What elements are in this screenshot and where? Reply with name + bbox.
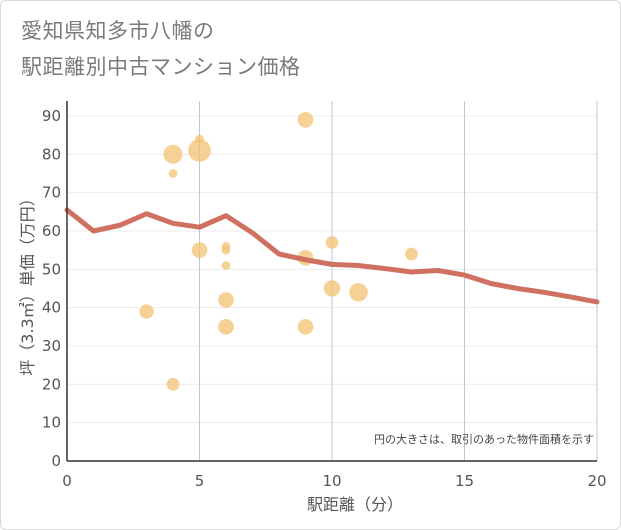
y-tick-label: 40 — [42, 299, 61, 317]
bubble-point — [297, 112, 314, 128]
y-tick-label: 60 — [42, 222, 61, 240]
bubble-point — [191, 242, 208, 258]
trend-line — [64, 207, 600, 305]
y-tick-label: 80 — [42, 145, 61, 163]
trend-line-series — [64, 207, 600, 305]
tick-labels: 0 10 20 30 40 50 60 70 80 90 0 5 10 15 20 — [42, 107, 607, 490]
x-tick-label: 5 — [195, 472, 205, 490]
y-tick-label: 10 — [42, 414, 61, 432]
axes — [66, 101, 597, 462]
bubble-point — [139, 304, 154, 319]
bubble-point — [163, 144, 183, 164]
bubble-point — [325, 236, 339, 249]
y-tick-label: 50 — [42, 260, 61, 278]
y-axis-label: 坪（3.3㎡）単価（万円） — [18, 190, 37, 375]
x-tick-label: 15 — [455, 472, 474, 490]
grid-lines — [67, 101, 598, 461]
y-tick-label: 90 — [42, 107, 61, 125]
bubble-point — [221, 245, 231, 255]
bubble-point — [168, 169, 178, 178]
y-tick-label: 70 — [42, 184, 61, 202]
x-axis-label: 駅距離（分） — [307, 495, 403, 514]
bubble-point — [323, 280, 341, 297]
bubble-point — [297, 319, 314, 335]
y-tick-label: 30 — [42, 337, 61, 355]
x-tick-label: 10 — [322, 472, 341, 490]
bubble-point — [218, 319, 234, 335]
bubble-point — [166, 377, 180, 391]
x-tick-label: 0 — [62, 472, 72, 490]
bubble-size-note: 円の大きさは、取引のあった物件面積を示す — [374, 432, 594, 446]
x-tick-label: 20 — [587, 472, 606, 490]
bubble-point — [218, 292, 234, 308]
bubble-point — [188, 139, 211, 162]
chart-title-line2: 駅距離別中古マンション価格 — [21, 55, 301, 79]
bubble-point — [349, 283, 368, 302]
bubble-point — [221, 261, 231, 270]
y-tick-label: 0 — [51, 452, 61, 470]
chart-title-line1: 愛知県知多市八幡の — [21, 19, 215, 43]
y-tick-label: 20 — [42, 375, 61, 393]
bubble-point — [405, 247, 418, 261]
